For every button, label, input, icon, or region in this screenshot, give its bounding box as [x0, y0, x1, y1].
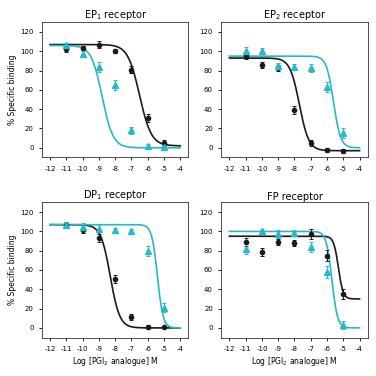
Title: FP receptor: FP receptor — [267, 192, 322, 202]
Title: EP$_2$ receptor: EP$_2$ receptor — [263, 8, 326, 22]
Title: DP$_1$ receptor: DP$_1$ receptor — [83, 188, 147, 202]
X-axis label: Log [PGI$_2$ analogue] M: Log [PGI$_2$ analogue] M — [251, 355, 338, 368]
Title: EP$_1$ receptor: EP$_1$ receptor — [83, 8, 147, 22]
X-axis label: Log [PGI$_2$ analogue] M: Log [PGI$_2$ analogue] M — [72, 355, 158, 368]
Y-axis label: % Specific binding: % Specific binding — [8, 235, 17, 305]
Y-axis label: % Specific binding: % Specific binding — [8, 55, 17, 125]
